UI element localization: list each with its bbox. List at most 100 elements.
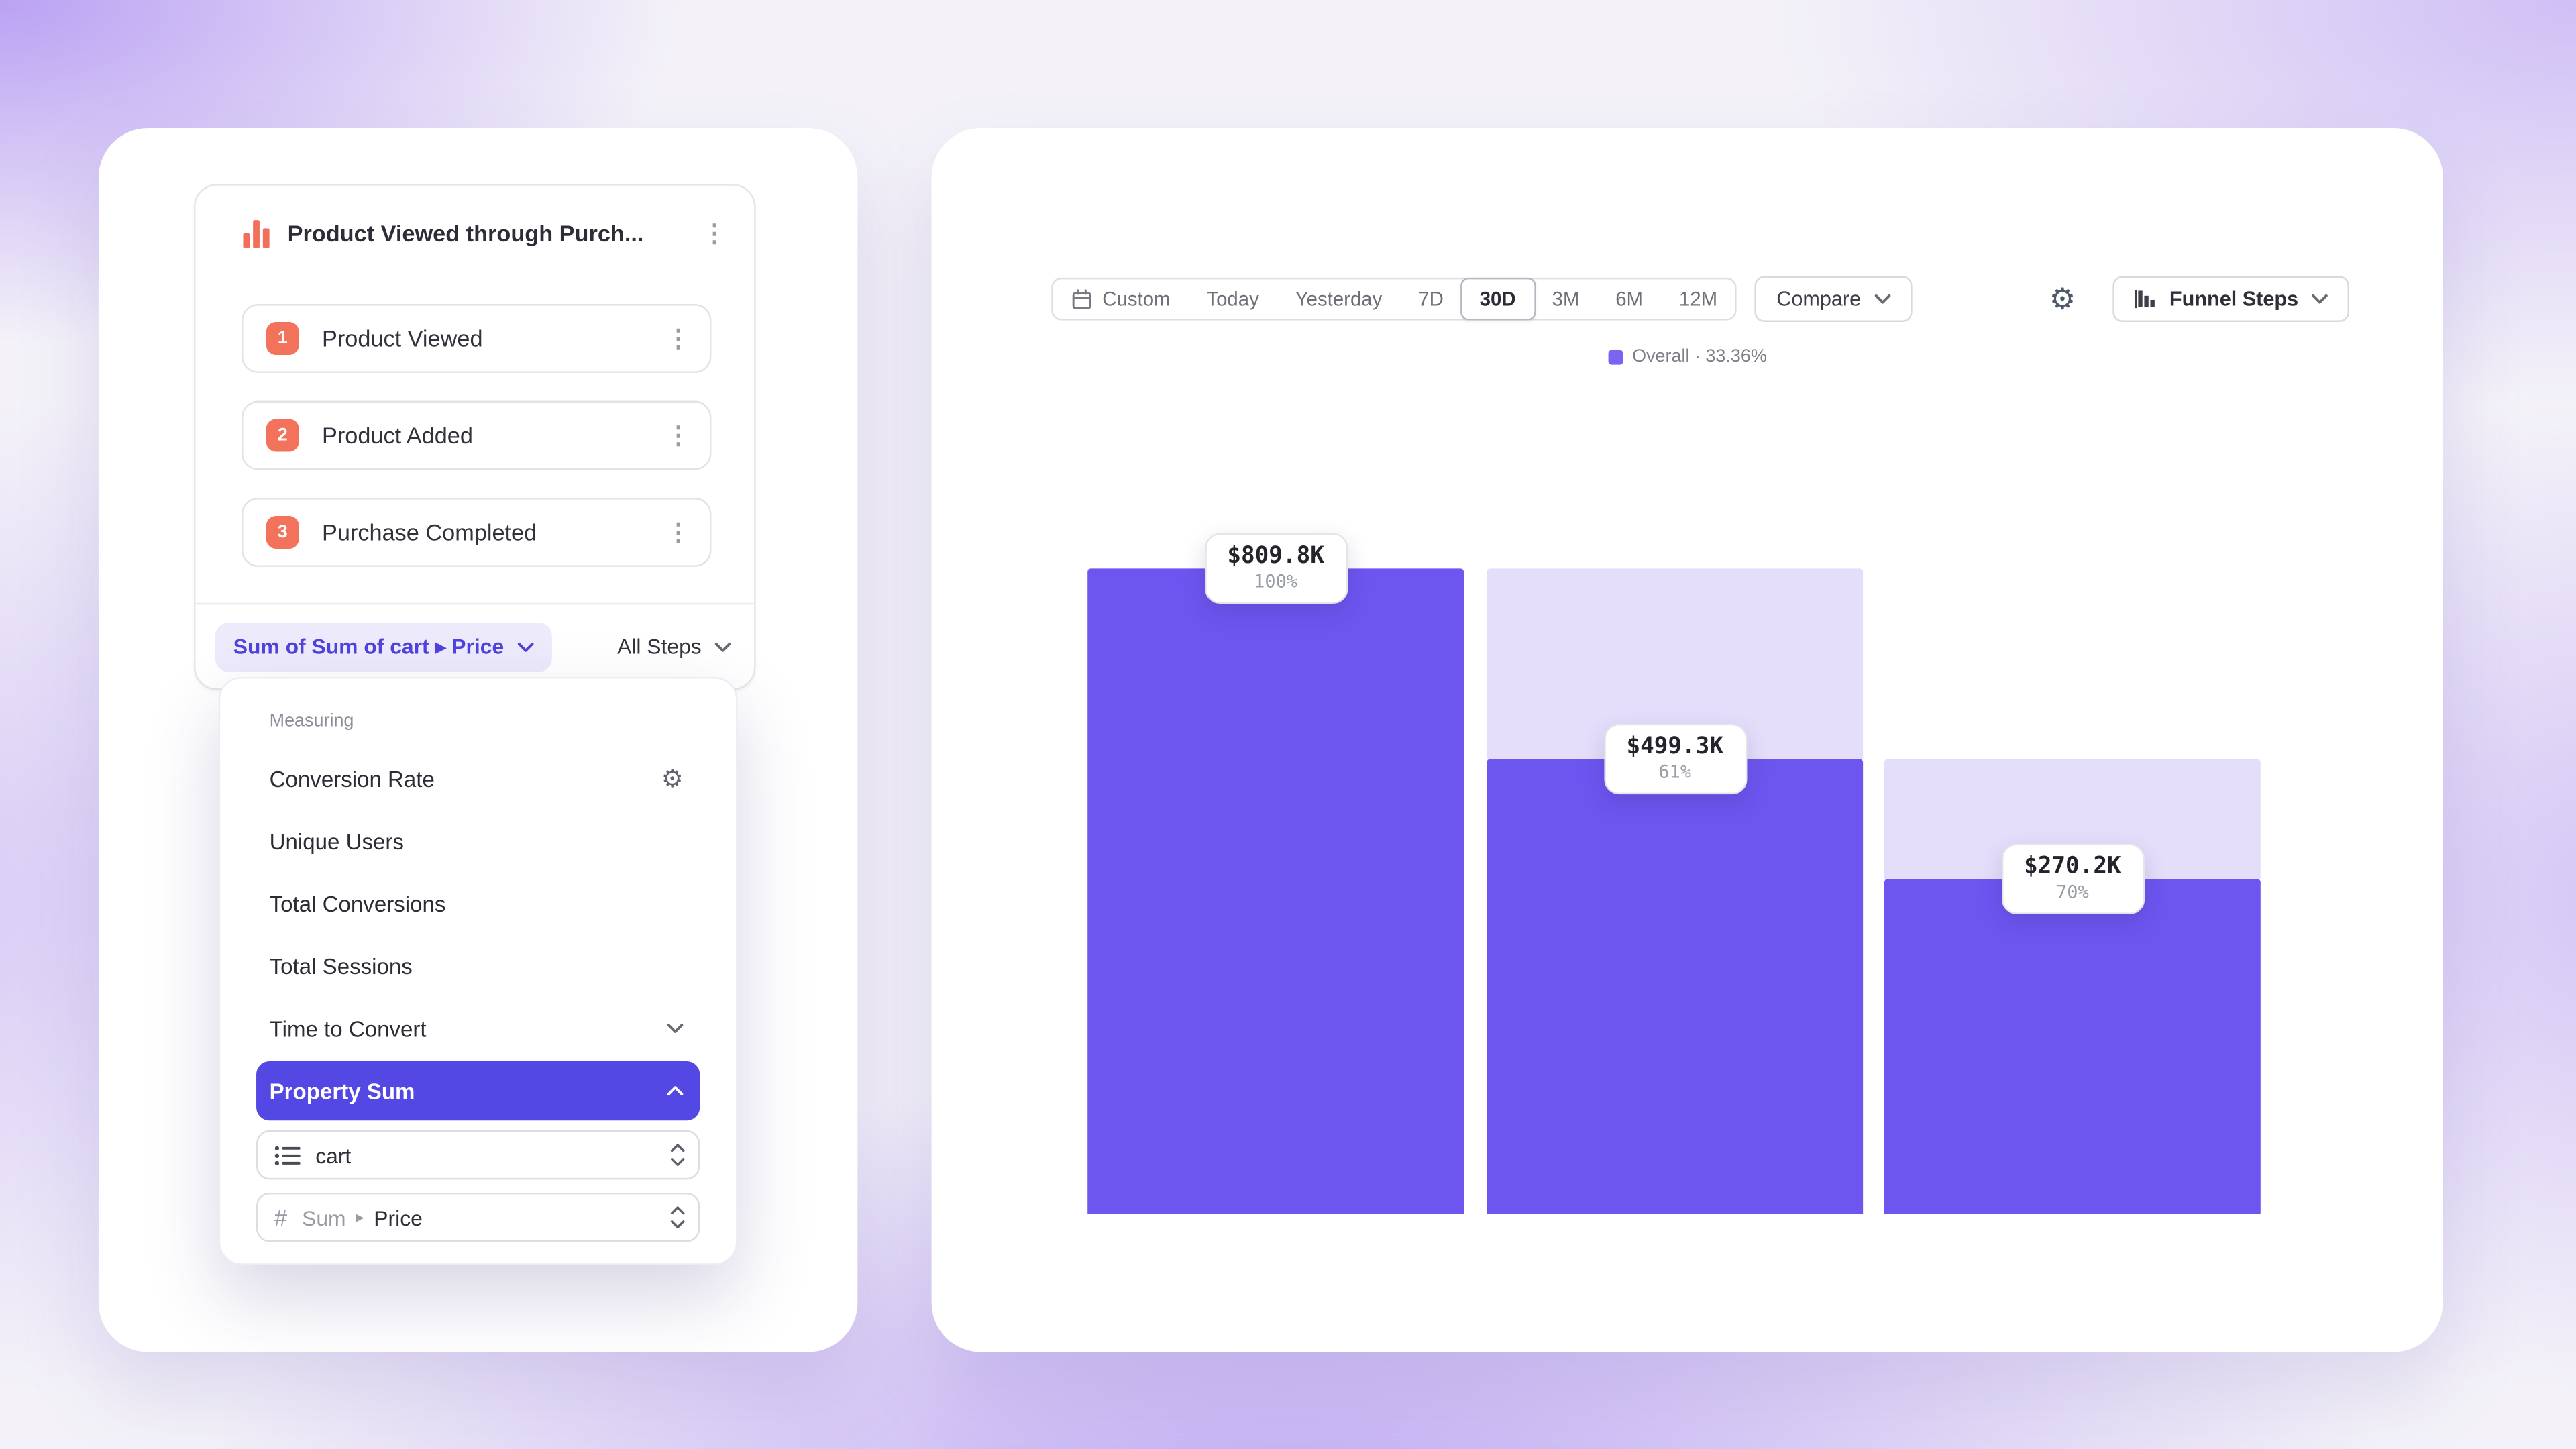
date-range-label: 7D (1418, 287, 1444, 311)
measure-selector[interactable]: Sum of Sum of cart ▸ Price (215, 621, 552, 672)
menu-item-unique-users[interactable]: Unique Users (256, 810, 700, 872)
menu-item-label: Total Conversions (269, 891, 446, 916)
step-label: Product Viewed (322, 325, 483, 352)
date-range-6m[interactable]: 6M (1597, 279, 1661, 319)
date-range-label: 6M (1615, 287, 1644, 311)
bar-value-tooltip: $499.3K 61% (1603, 723, 1747, 794)
menu-section-label: Measuring (269, 711, 354, 731)
date-range-12m[interactable]: 12M (1661, 279, 1735, 319)
step-number-badge: 2 (266, 419, 299, 452)
funnel-bar-group-2: $499.3K 61% (1487, 128, 1864, 1352)
breadcrumb-arrow-icon: ▸ (356, 1208, 364, 1227)
view-selector-button[interactable]: Funnel Steps (2112, 276, 2350, 322)
select-stepper-icon (670, 1204, 685, 1230)
funnel-chart-icon (243, 219, 270, 248)
chart-legend: Overall · 33.36% (932, 347, 2443, 366)
date-range-control: Custom Today Yesterday 7D 30D 3M 6M 12M (1051, 277, 1737, 321)
menu-item-label: Time to Convert (269, 1016, 427, 1041)
date-range-7d[interactable]: 7D (1400, 279, 1461, 319)
legend-swatch (1607, 349, 1623, 364)
funnel-bar[interactable] (1087, 568, 1464, 1214)
kebab-menu-icon[interactable]: ⋮ (702, 219, 727, 248)
step-number-badge: 1 (266, 322, 299, 355)
funnel-bar[interactable] (1884, 879, 2261, 1214)
funnel-footer: Sum of Sum of cart ▸ Price All Steps (195, 602, 755, 688)
select-stepper-icon (670, 1142, 685, 1168)
aggregation-property: Price (374, 1205, 423, 1230)
date-range-custom[interactable]: Custom (1053, 279, 1189, 319)
compare-button[interactable]: Compare (1755, 276, 1913, 322)
funnel-bar-group-3: $270.2K 70% (1884, 128, 2261, 1352)
bar-percent: 100% (1254, 571, 1298, 592)
chart-panel: Custom Today Yesterday 7D 30D 3M 6M 12M … (931, 128, 2443, 1352)
date-range-label: 30D (1479, 287, 1516, 311)
funnel-step-row-2[interactable]: 2 Product Added ⋮ (241, 400, 712, 470)
bar-percent: 70% (2056, 881, 2089, 903)
steps-scope-label: All Steps (617, 634, 702, 659)
step-label: Purchase Completed (322, 519, 537, 546)
funnel-definition-panel: Product Viewed through Purch... ⋮ 1 Prod… (98, 128, 858, 1352)
compare-label: Compare (1776, 287, 1862, 311)
number-property-icon: # (274, 1204, 288, 1231)
date-range-label: Today (1206, 287, 1259, 311)
menu-item-label: Unique Users (269, 828, 404, 854)
aggregation-prefix: Sum (302, 1205, 346, 1230)
date-range-label: Custom (1102, 287, 1171, 311)
measure-selector-label: Sum of Sum of cart ▸ Price (233, 633, 504, 658)
funnel-steps-header: Product Viewed through Purch... ⋮ (195, 186, 754, 281)
funnel-bar-group-1: $809.8K 100% (1087, 128, 1464, 1352)
date-range-30d[interactable]: 30D (1460, 277, 1536, 321)
step-label: Product Added (322, 422, 473, 449)
view-selector-label: Funnel Steps (2169, 287, 2299, 311)
funnel-title: Product Viewed through Purch... (287, 220, 644, 247)
menu-item-property-sum[interactable]: Property Sum (256, 1061, 700, 1121)
property-select[interactable]: cart (256, 1130, 700, 1180)
menu-item-label: Property Sum (269, 1078, 415, 1104)
calendar-icon (1071, 288, 1093, 310)
kebab-menu-icon[interactable]: ⋮ (666, 421, 691, 449)
menu-item-label: Total Sessions (269, 953, 413, 979)
funnel-step-row-1[interactable]: 1 Product Viewed ⋮ (241, 304, 712, 373)
chevron-up-icon (667, 1086, 684, 1096)
bar-value: $270.2K (2024, 853, 2121, 880)
date-range-3m[interactable]: 3M (1534, 279, 1598, 319)
date-range-label: 12M (1678, 287, 1718, 311)
date-range-label: Yesterday (1295, 287, 1383, 311)
menu-item-time-to-convert[interactable]: Time to Convert (256, 998, 700, 1060)
measuring-dropdown: Measuring Conversion Rate ⚙︎ Unique User… (218, 676, 738, 1265)
menu-item-total-conversions[interactable]: Total Conversions (256, 872, 700, 934)
steps-scope-selector[interactable]: All Steps (617, 634, 731, 659)
kebab-menu-icon[interactable]: ⋮ (666, 518, 691, 547)
chevron-down-icon (2312, 294, 2328, 304)
bar-chart-icon (2133, 289, 2156, 309)
funnel-step-row-3[interactable]: 3 Purchase Completed ⋮ (241, 498, 712, 567)
chart-settings-gear-icon[interactable]: ⚙︎ (2049, 282, 2076, 316)
chart-toolbar: Custom Today Yesterday 7D 30D 3M 6M 12M … (1051, 276, 2350, 322)
legend-label: Overall · 33.36% (1632, 346, 1767, 367)
chevron-down-icon (714, 641, 731, 651)
aggregation-select[interactable]: # Sum ▸ Price (256, 1192, 700, 1242)
chevron-down-icon (517, 641, 533, 651)
kebab-menu-icon[interactable]: ⋮ (666, 324, 691, 353)
funnel-steps-card: Product Viewed through Purch... ⋮ 1 Prod… (193, 184, 756, 690)
bar-value: $499.3K (1626, 733, 1723, 760)
date-range-label: 3M (1552, 287, 1580, 311)
list-icon (274, 1144, 301, 1166)
chevron-down-icon (1874, 294, 1890, 304)
gear-icon[interactable]: ⚙︎ (661, 765, 684, 793)
bar-value-tooltip: $270.2K 70% (2000, 843, 2144, 914)
funnel-chart: $809.8K 100% $499.3K 61% $270.2K 70% (932, 128, 2443, 1352)
date-range-today[interactable]: Today (1188, 279, 1277, 319)
bar-value-tooltip: $809.8K 100% (1204, 533, 1348, 604)
step-number-badge: 3 (266, 515, 299, 549)
bar-value: $809.8K (1227, 543, 1324, 570)
menu-item-total-sessions[interactable]: Total Sessions (256, 934, 700, 997)
funnel-bar[interactable] (1487, 759, 1864, 1214)
menu-item-label: Conversion Rate (269, 766, 435, 792)
menu-item-conversion-rate[interactable]: Conversion Rate ⚙︎ (256, 747, 700, 810)
chevron-down-icon (667, 1024, 684, 1034)
aggregation-select-value: Sum ▸ Price (302, 1205, 655, 1230)
date-range-yesterday[interactable]: Yesterday (1277, 279, 1401, 319)
bar-percent: 61% (1658, 761, 1692, 783)
